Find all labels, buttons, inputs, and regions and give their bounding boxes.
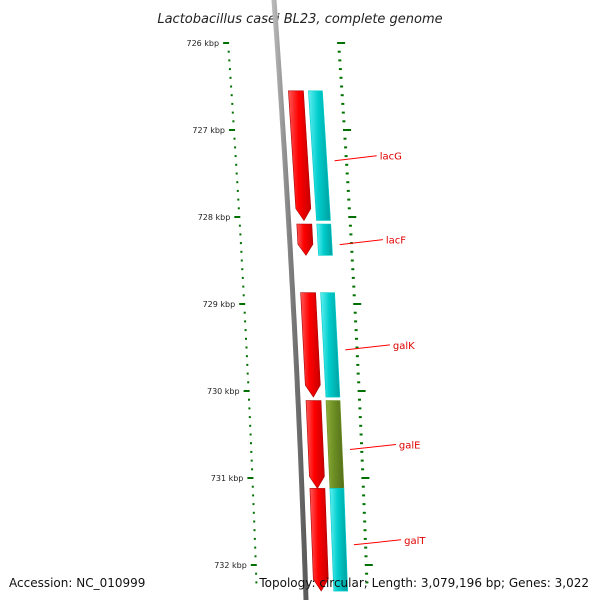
topology-text: Topology: circular; Length: 3,079,196 bp… xyxy=(259,576,589,590)
tick-label: 729 kbp xyxy=(203,300,236,309)
gene-labels: lacG lacF galK galE galT xyxy=(334,152,426,547)
gene-arrow xyxy=(288,90,312,222)
gene-label: galT xyxy=(404,536,426,547)
tick-label: 731 kbp xyxy=(211,474,244,483)
gene-label: lacF xyxy=(386,236,406,247)
accession-text: Accession: NC_010999 xyxy=(9,576,146,590)
gene-label: galK xyxy=(393,341,415,352)
tick-label: 727 kbp xyxy=(192,126,225,135)
backbone-line xyxy=(271,0,309,600)
label-leader-line xyxy=(334,155,377,162)
tick-label: 732 kbp xyxy=(214,561,247,570)
gene-track xyxy=(288,90,329,592)
tick-label: 726 kbp xyxy=(186,39,219,48)
label-leader-line xyxy=(339,239,383,246)
cds-block xyxy=(320,292,341,398)
gene-arrow xyxy=(300,292,321,398)
tick-label: 728 kbp xyxy=(198,213,231,222)
gene-arrow xyxy=(296,223,314,256)
gene-arrow xyxy=(309,488,329,592)
genome-backbone xyxy=(271,0,309,600)
cds-block xyxy=(325,400,345,489)
cds-block xyxy=(308,90,331,221)
cds-block xyxy=(316,223,333,256)
scale-ticks: 726 kbp 727 kbp 728 kbp 729 kbp 730 kbp 731 k… xyxy=(186,39,373,584)
label-leader-line xyxy=(345,344,390,351)
gene-label: lacG xyxy=(380,152,402,163)
cds-block xyxy=(329,488,349,592)
cds-track xyxy=(308,90,349,592)
label-leader-line xyxy=(353,539,402,546)
label-leader-line xyxy=(349,444,396,450)
tick-label: 730 kbp xyxy=(207,387,240,396)
gene-arrow xyxy=(305,400,325,489)
map-title: Lactobacillus casei BL23, complete genom… xyxy=(157,12,442,27)
gene-label: galE xyxy=(399,441,421,452)
